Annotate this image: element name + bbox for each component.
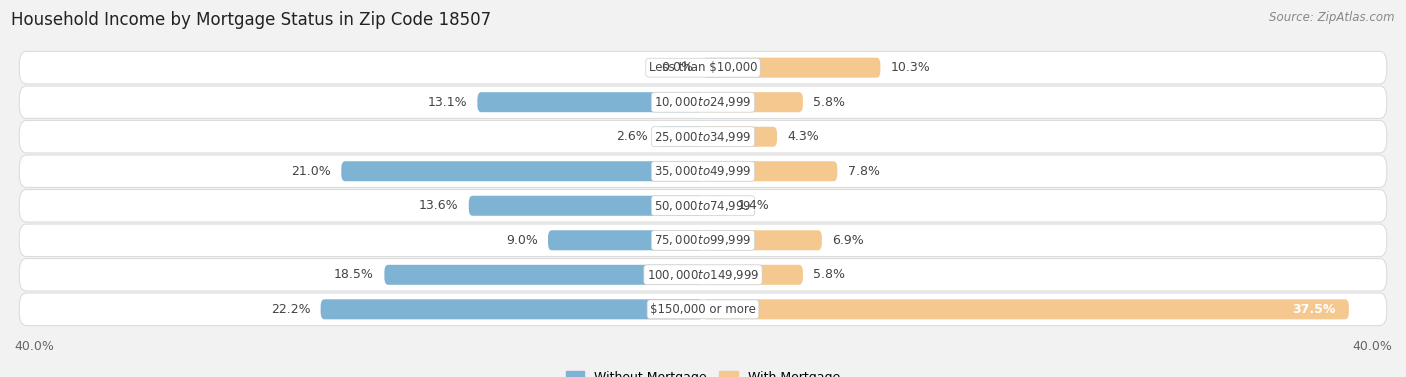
FancyBboxPatch shape <box>20 293 1386 326</box>
FancyBboxPatch shape <box>321 299 703 319</box>
Text: 0.0%: 0.0% <box>661 61 693 74</box>
FancyBboxPatch shape <box>658 127 703 147</box>
FancyBboxPatch shape <box>703 161 838 181</box>
FancyBboxPatch shape <box>20 86 1386 118</box>
FancyBboxPatch shape <box>342 161 703 181</box>
Text: 21.0%: 21.0% <box>291 165 330 178</box>
Text: 9.0%: 9.0% <box>506 234 537 247</box>
Text: $50,000 to $74,999: $50,000 to $74,999 <box>654 199 752 213</box>
Text: 6.9%: 6.9% <box>832 234 863 247</box>
Text: 2.6%: 2.6% <box>616 130 648 143</box>
FancyBboxPatch shape <box>384 265 703 285</box>
FancyBboxPatch shape <box>703 58 880 78</box>
Text: 10.3%: 10.3% <box>891 61 931 74</box>
FancyBboxPatch shape <box>703 92 803 112</box>
Text: 22.2%: 22.2% <box>271 303 311 316</box>
Text: 40.0%: 40.0% <box>1353 340 1392 353</box>
Text: Household Income by Mortgage Status in Zip Code 18507: Household Income by Mortgage Status in Z… <box>11 11 491 29</box>
FancyBboxPatch shape <box>703 196 727 216</box>
Text: 7.8%: 7.8% <box>848 165 880 178</box>
Text: 18.5%: 18.5% <box>335 268 374 281</box>
FancyBboxPatch shape <box>468 196 703 216</box>
Text: $150,000 or more: $150,000 or more <box>650 303 756 316</box>
FancyBboxPatch shape <box>703 299 1348 319</box>
Text: 4.3%: 4.3% <box>787 130 820 143</box>
Text: Less than $10,000: Less than $10,000 <box>648 61 758 74</box>
FancyBboxPatch shape <box>20 259 1386 291</box>
FancyBboxPatch shape <box>703 127 778 147</box>
Text: 1.4%: 1.4% <box>738 199 769 212</box>
Text: 5.8%: 5.8% <box>813 268 845 281</box>
Text: 40.0%: 40.0% <box>14 340 53 353</box>
FancyBboxPatch shape <box>20 51 1386 84</box>
Text: 37.5%: 37.5% <box>1292 303 1336 316</box>
FancyBboxPatch shape <box>703 230 823 250</box>
Text: 13.1%: 13.1% <box>427 96 467 109</box>
Text: $75,000 to $99,999: $75,000 to $99,999 <box>654 233 752 247</box>
Text: 5.8%: 5.8% <box>813 96 845 109</box>
Text: $25,000 to $34,999: $25,000 to $34,999 <box>654 130 752 144</box>
FancyBboxPatch shape <box>548 230 703 250</box>
Text: 13.6%: 13.6% <box>419 199 458 212</box>
FancyBboxPatch shape <box>20 224 1386 256</box>
Text: $10,000 to $24,999: $10,000 to $24,999 <box>654 95 752 109</box>
Text: $35,000 to $49,999: $35,000 to $49,999 <box>654 164 752 178</box>
Text: $100,000 to $149,999: $100,000 to $149,999 <box>647 268 759 282</box>
FancyBboxPatch shape <box>478 92 703 112</box>
FancyBboxPatch shape <box>20 155 1386 187</box>
FancyBboxPatch shape <box>20 190 1386 222</box>
Legend: Without Mortgage, With Mortgage: Without Mortgage, With Mortgage <box>561 366 845 377</box>
FancyBboxPatch shape <box>703 265 803 285</box>
Text: Source: ZipAtlas.com: Source: ZipAtlas.com <box>1270 11 1395 24</box>
FancyBboxPatch shape <box>20 121 1386 153</box>
